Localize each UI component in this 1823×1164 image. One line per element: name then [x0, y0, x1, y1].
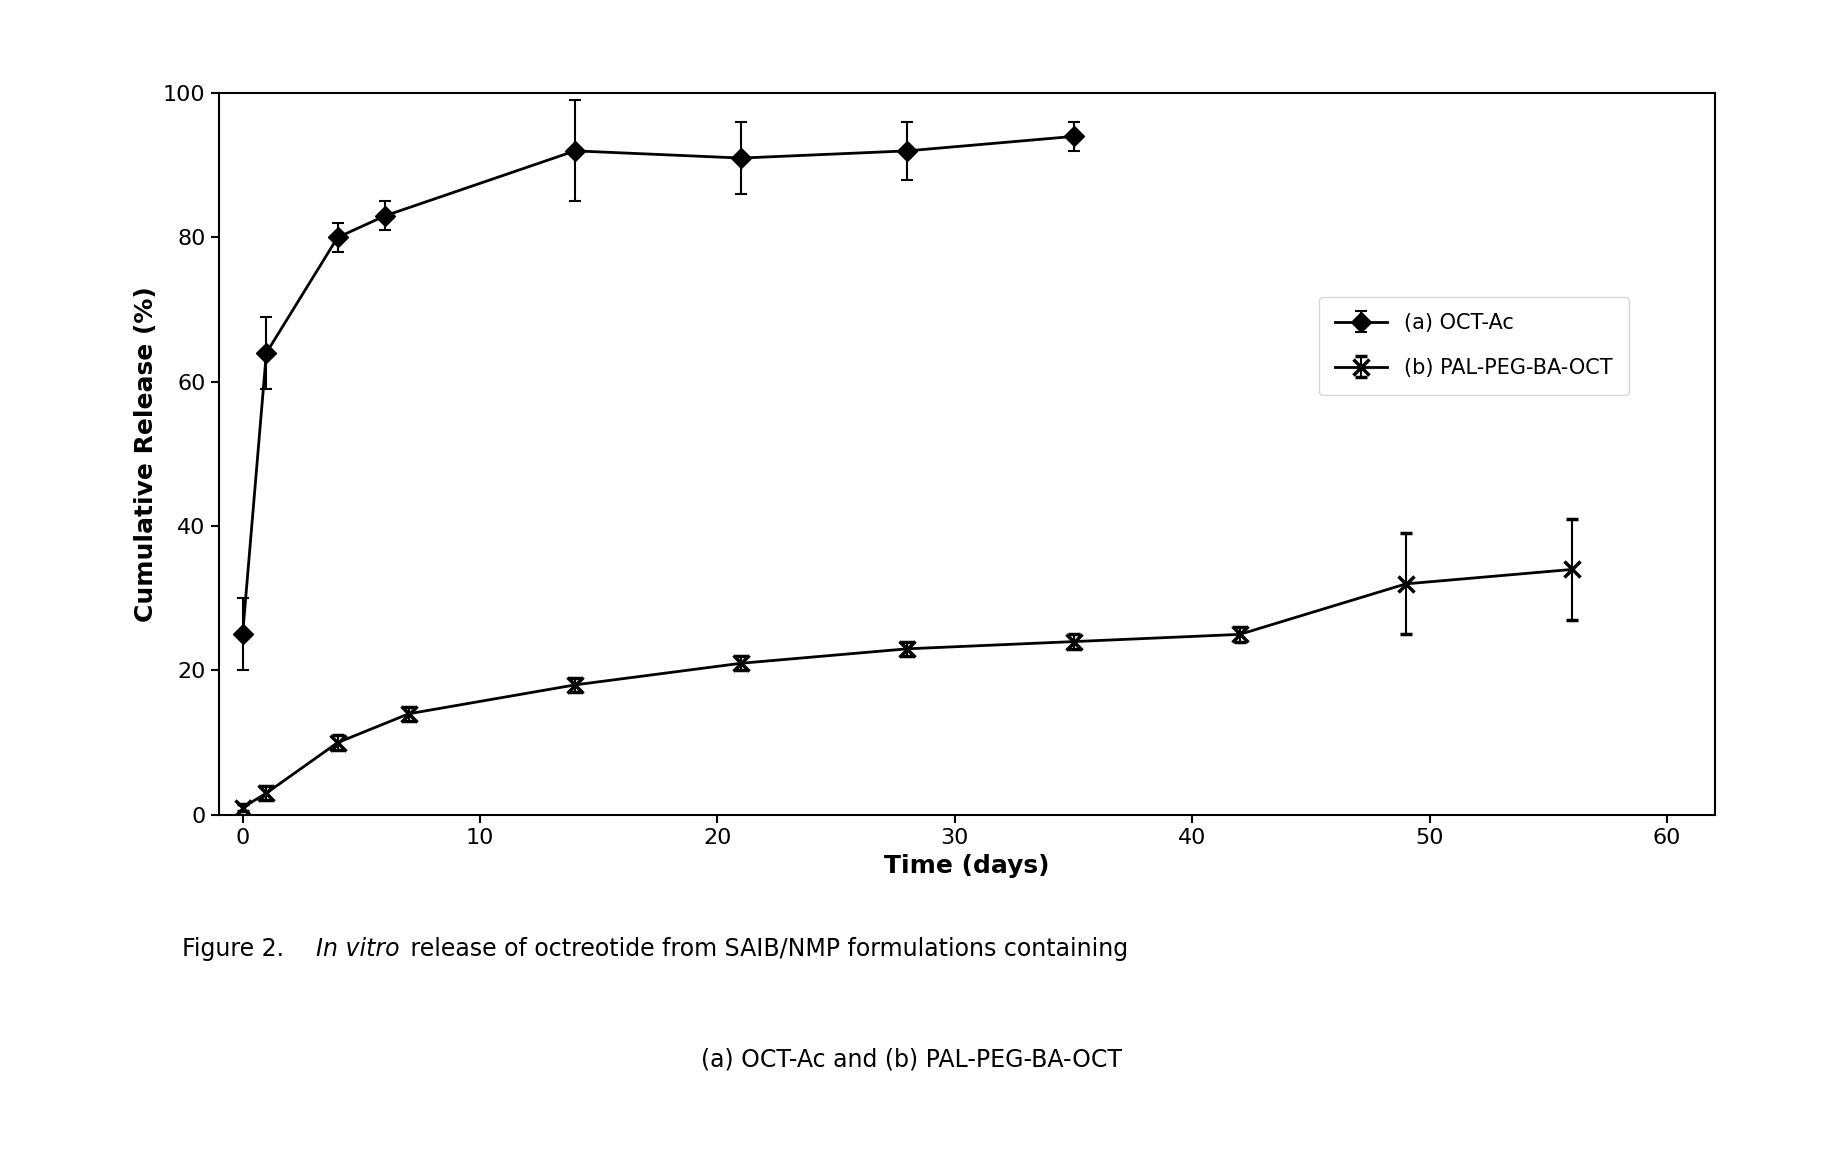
- X-axis label: Time (days): Time (days): [884, 853, 1048, 878]
- Text: release of octreotide from SAIB/NMP formulations containing: release of octreotide from SAIB/NMP form…: [403, 937, 1128, 961]
- Text: Figure 2.: Figure 2.: [182, 937, 292, 961]
- Text: In vitro: In vitro: [315, 937, 399, 961]
- Y-axis label: Cumulative Release (%): Cumulative Release (%): [133, 286, 157, 622]
- Legend: (a) OCT-Ac, (b) PAL-PEG-BA-OCT: (a) OCT-Ac, (b) PAL-PEG-BA-OCT: [1318, 297, 1628, 395]
- Text: (a) OCT-Ac and (b) PAL-PEG-BA-OCT: (a) OCT-Ac and (b) PAL-PEG-BA-OCT: [702, 1048, 1121, 1072]
